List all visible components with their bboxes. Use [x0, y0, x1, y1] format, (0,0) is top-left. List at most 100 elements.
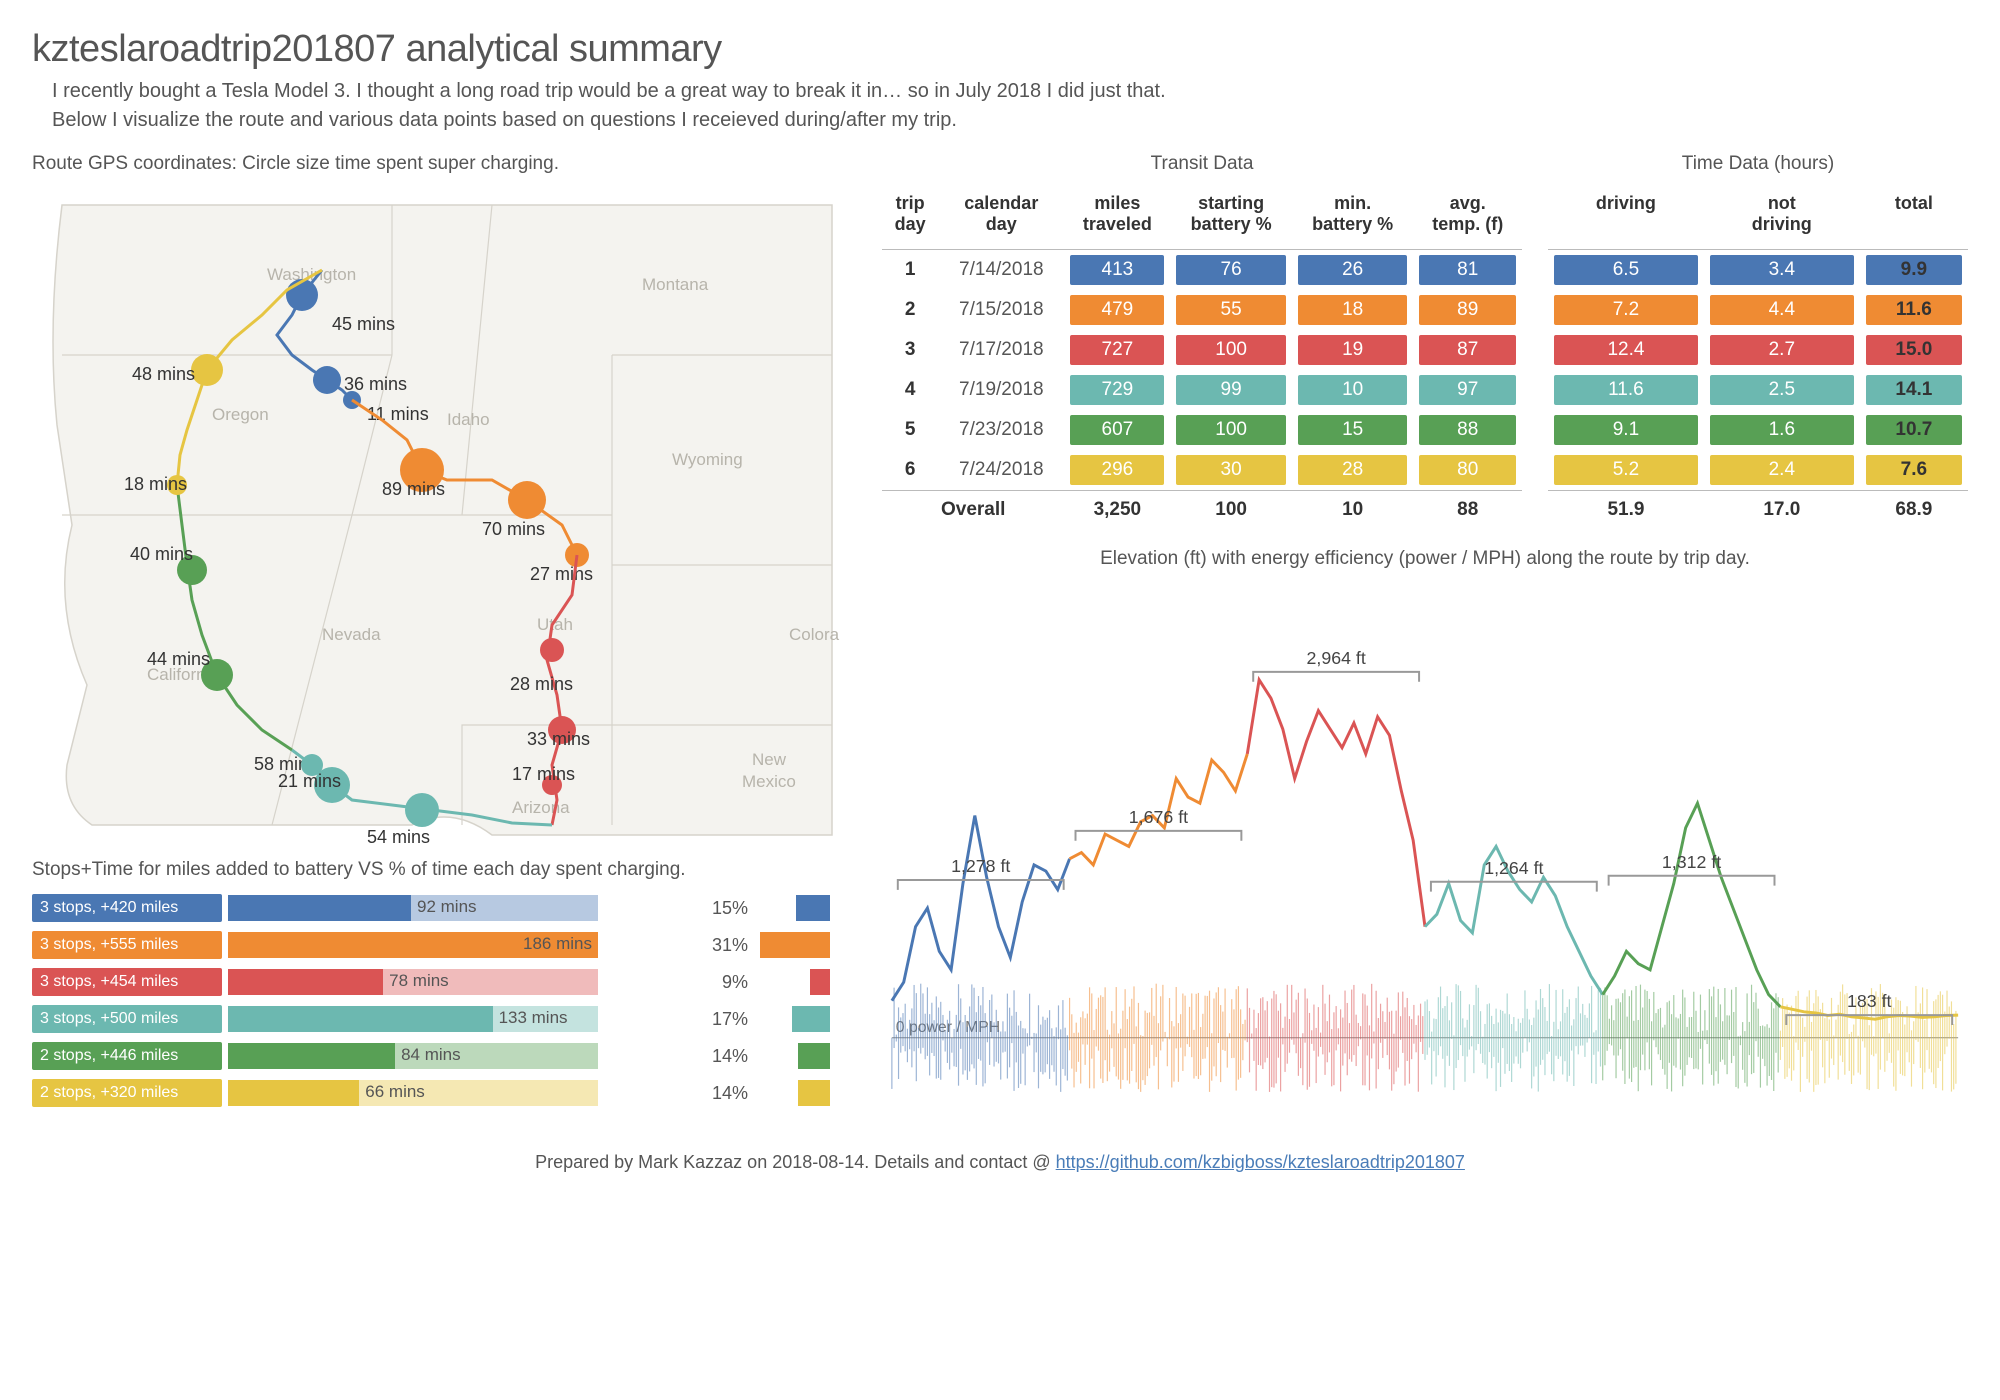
notdriving-cell: 4.4 [1710, 295, 1854, 325]
notdriving-cell: 2.7 [1710, 335, 1854, 365]
footer-link[interactable]: https://github.com/kzbigboss/kzteslaroad… [1056, 1152, 1465, 1172]
miles-cell: 729 [1070, 375, 1164, 405]
svg-text:45 mins: 45 mins [332, 314, 395, 334]
trip-day: 4 [882, 370, 938, 410]
svg-text:Colora: Colora [789, 625, 840, 644]
total-cell: 15.0 [1866, 335, 1962, 365]
svg-text:Wyoming: Wyoming [672, 450, 743, 469]
stops-label: 2 stops, +320 miles [32, 1079, 222, 1107]
calendar-day: 7/15/2018 [938, 290, 1064, 330]
stops-label: 3 stops, +454 miles [32, 968, 222, 996]
temp-cell: 88 [1419, 415, 1516, 445]
driving-cell: 7.2 [1554, 295, 1698, 325]
svg-text:89 mins: 89 mins [382, 479, 445, 499]
stops-label: 3 stops, +555 miles [32, 931, 222, 959]
stops-panel: Stops+Time for miles added to battery VS… [32, 859, 852, 1110]
pct-label: 14% [604, 1083, 754, 1104]
minbatt-cell: 19 [1298, 335, 1408, 365]
startbatt-cell: 76 [1176, 255, 1286, 285]
stops-mins: 92 mins [417, 897, 477, 917]
svg-text:40 mins: 40 mins [130, 544, 193, 564]
svg-text:Mexico: Mexico [742, 772, 796, 791]
minbatt-cell: 26 [1298, 255, 1408, 285]
svg-text:48 mins: 48 mins [132, 364, 195, 384]
map-title: Route GPS coordinates: Circle size time … [32, 153, 852, 175]
pct-label: 14% [604, 1046, 754, 1067]
calendar-day: 7/24/2018 [938, 450, 1064, 491]
calendar-day: 7/14/2018 [938, 250, 1064, 291]
temp-cell: 80 [1419, 455, 1516, 485]
route-map[interactable]: WashingtonMontanaOregonIdahoWyomingNevad… [32, 185, 852, 845]
svg-text:28 mins: 28 mins [510, 674, 573, 694]
trip-day: 1 [882, 250, 938, 291]
startbatt-cell: 100 [1176, 415, 1286, 445]
svg-text:44 mins: 44 mins [147, 649, 210, 669]
svg-text:Oregon: Oregon [212, 405, 269, 424]
stops-title: Stops+Time for miles added to battery VS… [32, 859, 852, 881]
svg-text:Utah: Utah [537, 615, 573, 634]
startbatt-cell: 100 [1176, 335, 1286, 365]
svg-text:27 mins: 27 mins [530, 564, 593, 584]
time-group-title: Time Data (hours) [1548, 153, 1968, 175]
stops-row: 2 stops, +320 miles 66 mins 14% [32, 1076, 852, 1110]
minbatt-cell: 10 [1298, 375, 1408, 405]
transit-group-title: Transit Data [882, 153, 1522, 175]
svg-text:17 mins: 17 mins [512, 764, 575, 784]
stops-label: 3 stops, +500 miles [32, 1005, 222, 1033]
svg-text:18 mins: 18 mins [124, 474, 187, 494]
svg-text:36 mins: 36 mins [344, 374, 407, 394]
stops-label: 2 stops, +446 miles [32, 1042, 222, 1070]
miles-cell: 479 [1070, 295, 1164, 325]
pct-label: 9% [604, 972, 754, 993]
startbatt-cell: 55 [1176, 295, 1286, 325]
svg-text:33 mins: 33 mins [527, 729, 590, 749]
miles-cell: 296 [1070, 455, 1164, 485]
miles-cell: 413 [1070, 255, 1164, 285]
svg-text:11 mins: 11 mins [367, 404, 429, 424]
svg-text:1,676 ft: 1,676 ft [1129, 807, 1188, 827]
stops-row: 3 stops, +555 miles 186 mins 31% [32, 928, 852, 962]
driving-cell: 12.4 [1554, 335, 1698, 365]
stops-row: 3 stops, +420 miles92 mins15% [32, 891, 852, 925]
stops-mins: 186 mins [523, 934, 592, 954]
miles-cell: 607 [1070, 415, 1164, 445]
svg-text:New: New [752, 750, 787, 769]
total-cell: 11.6 [1866, 295, 1962, 325]
trip-day: 3 [882, 330, 938, 370]
intro-line-2: Below I visualize the route and various … [52, 106, 1968, 135]
driving-cell: 9.1 [1554, 415, 1698, 445]
total-cell: 10.7 [1866, 415, 1962, 445]
minbatt-cell: 18 [1298, 295, 1408, 325]
time-table: drivingnotdrivingtotal6.53.49.97.24.411.… [1548, 185, 1968, 526]
pct-label: 31% [604, 935, 754, 956]
minbatt-cell: 28 [1298, 455, 1408, 485]
driving-cell: 6.5 [1554, 255, 1698, 285]
page-title: kzteslaroadtrip201807 analytical summary [32, 28, 1968, 71]
svg-text:2,964 ft: 2,964 ft [1307, 648, 1366, 668]
temp-cell: 81 [1419, 255, 1516, 285]
svg-text:Montana: Montana [642, 275, 709, 294]
elevation-chart[interactable]: 0 power / MPH1,278 ft1,676 ft2,964 ft1,2… [882, 580, 1968, 1140]
stops-row: 3 stops, +454 miles78 mins9% [32, 965, 852, 999]
footer-text: Prepared by Mark Kazzaz on 2018-08-14. D… [535, 1152, 1056, 1172]
svg-text:Nevada: Nevada [322, 625, 381, 644]
miles-cell: 727 [1070, 335, 1164, 365]
temp-cell: 97 [1419, 375, 1516, 405]
trip-day: 5 [882, 410, 938, 450]
minbatt-cell: 15 [1298, 415, 1408, 445]
right-column: Transit Data tripdaycalendardaymilestrav… [882, 153, 1968, 1140]
total-cell: 14.1 [1866, 375, 1962, 405]
calendar-day: 7/17/2018 [938, 330, 1064, 370]
startbatt-cell: 30 [1176, 455, 1286, 485]
intro-block: I recently bought a Tesla Model 3. I tho… [52, 77, 1968, 135]
elevation-title: Elevation (ft) with energy efficiency (p… [882, 548, 1968, 570]
svg-text:183 ft: 183 ft [1847, 991, 1892, 1011]
stops-mins: 66 mins [365, 1082, 425, 1102]
driving-cell: 11.6 [1554, 375, 1698, 405]
total-cell: 7.6 [1866, 455, 1962, 485]
svg-text:Idaho: Idaho [447, 410, 490, 429]
driving-cell: 5.2 [1554, 455, 1698, 485]
startbatt-cell: 99 [1176, 375, 1286, 405]
stops-row: 3 stops, +500 miles133 mins17% [32, 1002, 852, 1036]
svg-text:1,278 ft: 1,278 ft [951, 856, 1010, 876]
